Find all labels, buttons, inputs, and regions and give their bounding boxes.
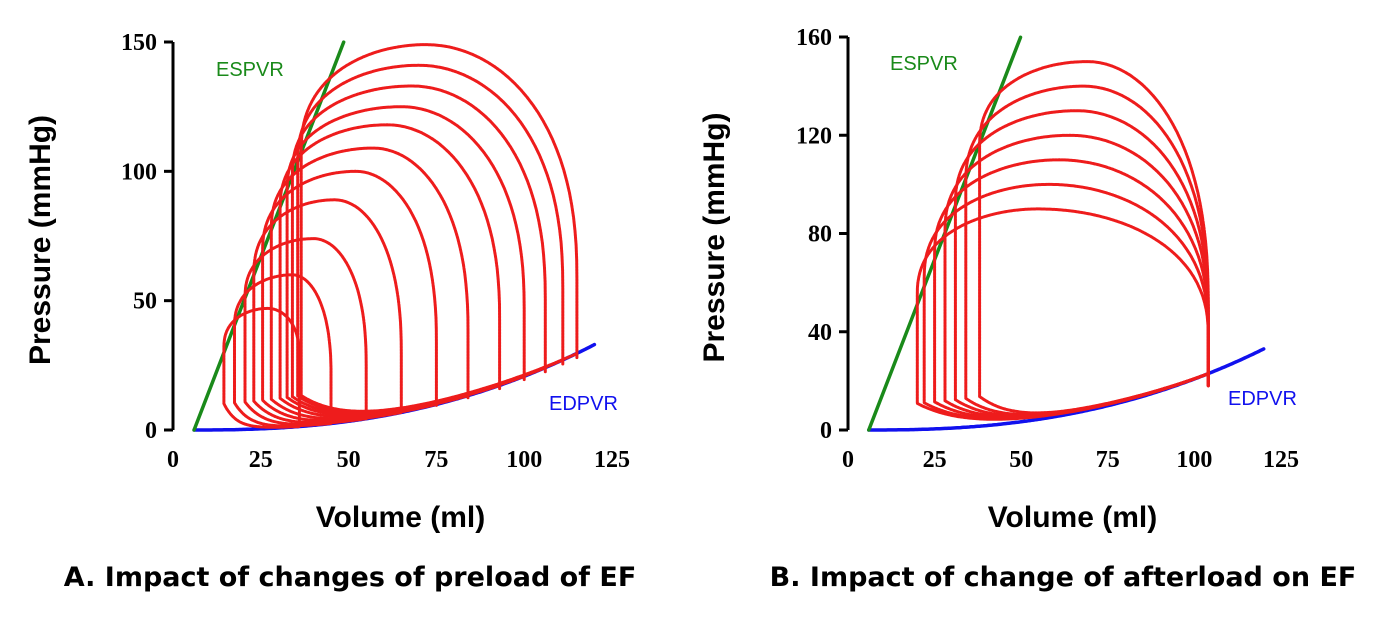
panel-b-edpvr-label: EDPVR [1228, 388, 1297, 410]
panel-b-pv-loop-5 [953, 109, 1210, 418]
panel-a-x-tick-label: 125 [594, 447, 630, 473]
panel-a-x-tick-label: 25 [249, 447, 273, 473]
panel-a-y-tick-label: 150 [121, 30, 157, 56]
panel-a-edpvr-label: EDPVR [549, 393, 618, 415]
panel-b-pv-loop-7 [978, 60, 1210, 415]
panel-b-x-axis-label: Volume (ml) [988, 501, 1157, 534]
panel-b-y-axis-label: Pressure (mmHg) [698, 112, 731, 362]
panel-a-pv-loop-5 [261, 169, 438, 423]
panel-b-y-tick-label: 0 [820, 418, 832, 444]
panel-b-y-tick-label: 120 [796, 123, 832, 149]
panel-a-pv-loop-11 [299, 43, 579, 413]
panel-b-y-tick-label: 40 [808, 320, 832, 346]
panel-a-x-tick-label: 100 [506, 447, 542, 473]
panel-a-x-axis-label: Volume (ml) [316, 501, 485, 534]
panel-a-y-tick-label: 50 [133, 289, 157, 315]
panel-a-y-tick-label: 100 [121, 159, 157, 185]
panel-a-x-tick-label: 50 [337, 447, 361, 473]
panel-b-x-tick-label: 125 [1263, 447, 1299, 473]
panel-a-espvr-label: ESPVR [216, 59, 284, 81]
panel-a-espvr-line [192, 40, 346, 432]
panel-b-x-tick-label: 0 [842, 447, 854, 473]
panel-b-x-tick-label: 50 [1009, 447, 1033, 473]
panel-b-y-tick-label: 160 [796, 25, 832, 51]
panel-b: B. Impact of change of afterload on EF 0… [698, 25, 1356, 593]
panel-b-x-tick-label: 75 [1096, 447, 1120, 473]
panel-a-y-tick-label: 0 [145, 418, 157, 444]
panel-a: A. Impact of changes of preload of EF 0 5… [24, 30, 636, 593]
panel-b-espvr-label: ESPVR [890, 53, 958, 75]
panel-b-caption: B. Impact of change of afterload on EF [770, 562, 1357, 593]
panel-a-pv-loop-8 [285, 105, 526, 417]
panel-a-x-tick-label: 75 [424, 447, 448, 473]
panel-a-caption: A. Impact of changes of preload of EF [64, 562, 637, 593]
panel-a-y-axis-label: Pressure (mmHg) [24, 115, 57, 365]
panel-b-y-tick-label: 80 [808, 222, 832, 248]
panel-b-x-tick-label: 25 [923, 447, 947, 473]
panel-b-x-tick-label: 100 [1176, 447, 1212, 473]
panel-b-edpvr-line [867, 347, 1266, 432]
panel-a-x-tick-label: 0 [167, 447, 179, 473]
